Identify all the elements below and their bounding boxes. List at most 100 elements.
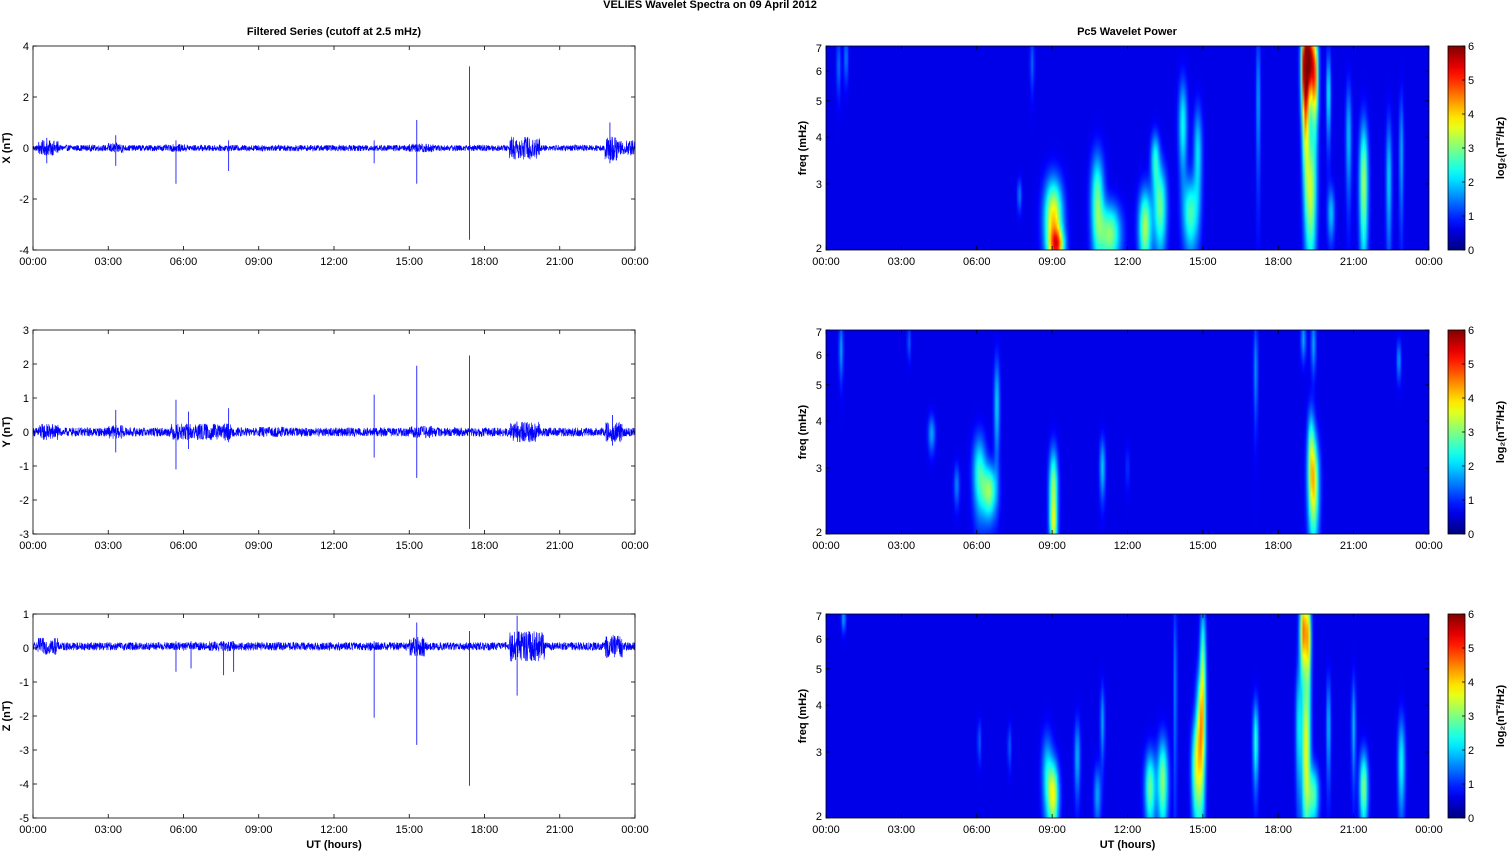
- xtick-label-7: 21:00: [546, 824, 574, 836]
- ytick-label-1: 6: [816, 66, 822, 78]
- ytick-label-3: 4: [816, 700, 822, 712]
- ytick-label-1: 6: [816, 350, 822, 362]
- ytick-label-0: 7: [816, 327, 822, 339]
- colorbar-tick-label-5: 1: [1468, 495, 1474, 507]
- y-axis-label: freq (mHz): [797, 404, 809, 459]
- colorbar-tick-label-3: 3: [1468, 143, 1474, 155]
- colorbar-tick-label-2: 4: [1468, 393, 1474, 405]
- xtick-label-4: 12:00: [320, 540, 348, 552]
- xtick-label-2: 06:00: [963, 256, 991, 268]
- xtick-label-8: 00:00: [621, 824, 649, 836]
- ytick-label-0: 3: [23, 325, 29, 337]
- series-line: [32, 631, 636, 662]
- left-column-title: Filtered Series (cutoff at 2.5 mHz): [247, 26, 422, 38]
- xtick-label-5: 15:00: [1189, 256, 1217, 268]
- ytick-label-6: -3: [19, 529, 29, 541]
- xtick-label-3: 09:00: [245, 256, 273, 268]
- colorbar-tick-label-3: 3: [1468, 711, 1474, 723]
- xtick-label-1: 03:00: [94, 824, 122, 836]
- xtick-label-3: 09:00: [245, 824, 273, 836]
- ytick-label-0: 4: [23, 41, 29, 53]
- ytick-label-1: 6: [816, 634, 822, 646]
- xtick-label-5: 15:00: [395, 824, 423, 836]
- xtick-label-8: 00:00: [621, 256, 649, 268]
- ytick-label-4: 3: [816, 179, 822, 191]
- ytick-label-1: 0: [23, 643, 29, 655]
- ytick-label-2: -1: [19, 677, 29, 689]
- colorbar-tick-label-3: 3: [1468, 427, 1474, 439]
- figure-suptitle: VELIES Wavelet Spectra on 09 April 2012: [603, 0, 817, 11]
- xtick-label-0: 00:00: [812, 540, 840, 552]
- y-axis-label: Y (nT): [1, 416, 13, 447]
- xtick-label-6: 18:00: [1264, 256, 1292, 268]
- ytick-label-1: 2: [23, 359, 29, 371]
- colorbar-tick-label-0: 6: [1468, 325, 1474, 337]
- xtick-label-8: 00:00: [1415, 256, 1443, 268]
- wavelet-power-image: [826, 614, 1429, 818]
- y-axis-label: Z (nT): [1, 700, 13, 731]
- xtick-label-3: 09:00: [1038, 824, 1066, 836]
- xtick-label-4: 12:00: [1114, 540, 1142, 552]
- colorbar-tick-label-2: 4: [1468, 677, 1474, 689]
- xtick-label-0: 00:00: [812, 256, 840, 268]
- y-axis-label: freq (mHz): [797, 688, 809, 743]
- xtick-label-2: 06:00: [963, 540, 991, 552]
- xtick-label-5: 15:00: [1189, 540, 1217, 552]
- ytick-label-2: 1: [23, 393, 29, 405]
- ytick-label-5: 2: [816, 811, 822, 823]
- ytick-label-4: -3: [19, 745, 29, 757]
- timeseries-panel-2: 10-1-2-3-4-500:00 03:00 06:00 09:00 12:00 15:…: [1, 609, 649, 851]
- y-axis-label: X (nT): [1, 132, 13, 163]
- xtick-label-8: 00:00: [1415, 540, 1443, 552]
- ytick-label-4: 3: [816, 463, 822, 475]
- x-axis-label: UT (hours): [1100, 839, 1156, 851]
- xtick-label-2: 06:00: [170, 540, 198, 552]
- xtick-label-0: 00:00: [19, 824, 47, 836]
- ytick-label-4: -1: [19, 461, 29, 473]
- xtick-label-7: 21:00: [1340, 540, 1368, 552]
- ytick-label-3: 4: [816, 132, 822, 144]
- colorbar-tick-label-1: 5: [1468, 359, 1474, 371]
- ytick-label-3: 4: [816, 416, 822, 428]
- colorbar: 6 5 4 3 2 1 0 log₂(nT²/Hz): [1447, 325, 1507, 541]
- xtick-label-1: 03:00: [888, 824, 916, 836]
- colorbar-tick-label-1: 5: [1468, 643, 1474, 655]
- xtick-label-7: 21:00: [546, 540, 574, 552]
- xtick-label-7: 21:00: [1340, 256, 1368, 268]
- colorbar-tick-label-0: 6: [1468, 41, 1474, 53]
- wavelet-power-image: [826, 330, 1429, 534]
- xtick-label-3: 09:00: [245, 540, 273, 552]
- series-line: [32, 136, 636, 162]
- xtick-label-1: 03:00: [94, 256, 122, 268]
- xtick-label-0: 00:00: [812, 824, 840, 836]
- ytick-label-5: 2: [816, 243, 822, 255]
- xtick-label-4: 12:00: [320, 256, 348, 268]
- colorbar-tick-label-4: 2: [1468, 745, 1474, 757]
- xtick-label-2: 06:00: [963, 824, 991, 836]
- colorbar-label: log₂(nT²/Hz): [1495, 685, 1507, 748]
- colorbar-tick-label-2: 4: [1468, 109, 1474, 121]
- xtick-label-0: 00:00: [19, 256, 47, 268]
- ytick-label-5: -4: [19, 779, 29, 791]
- xtick-label-6: 18:00: [1264, 540, 1292, 552]
- wavelet-power-image: [826, 46, 1429, 250]
- ytick-label-0: 1: [23, 609, 29, 621]
- xtick-label-2: 06:00: [170, 256, 198, 268]
- xtick-label-4: 12:00: [320, 824, 348, 836]
- xtick-label-6: 18:00: [471, 824, 499, 836]
- xtick-label-6: 18:00: [471, 256, 499, 268]
- ytick-label-4: -4: [19, 245, 29, 257]
- right-column-title: Pc5 Wavelet Power: [1077, 26, 1178, 38]
- ytick-label-2: 5: [816, 664, 822, 676]
- xtick-label-1: 03:00: [888, 540, 916, 552]
- ytick-label-3: 0: [23, 427, 29, 439]
- colorbar-tick-label-6: 0: [1468, 529, 1474, 541]
- xtick-label-7: 21:00: [546, 256, 574, 268]
- ytick-label-6: -5: [19, 813, 29, 825]
- ytick-label-1: 2: [23, 92, 29, 104]
- xtick-label-8: 00:00: [621, 540, 649, 552]
